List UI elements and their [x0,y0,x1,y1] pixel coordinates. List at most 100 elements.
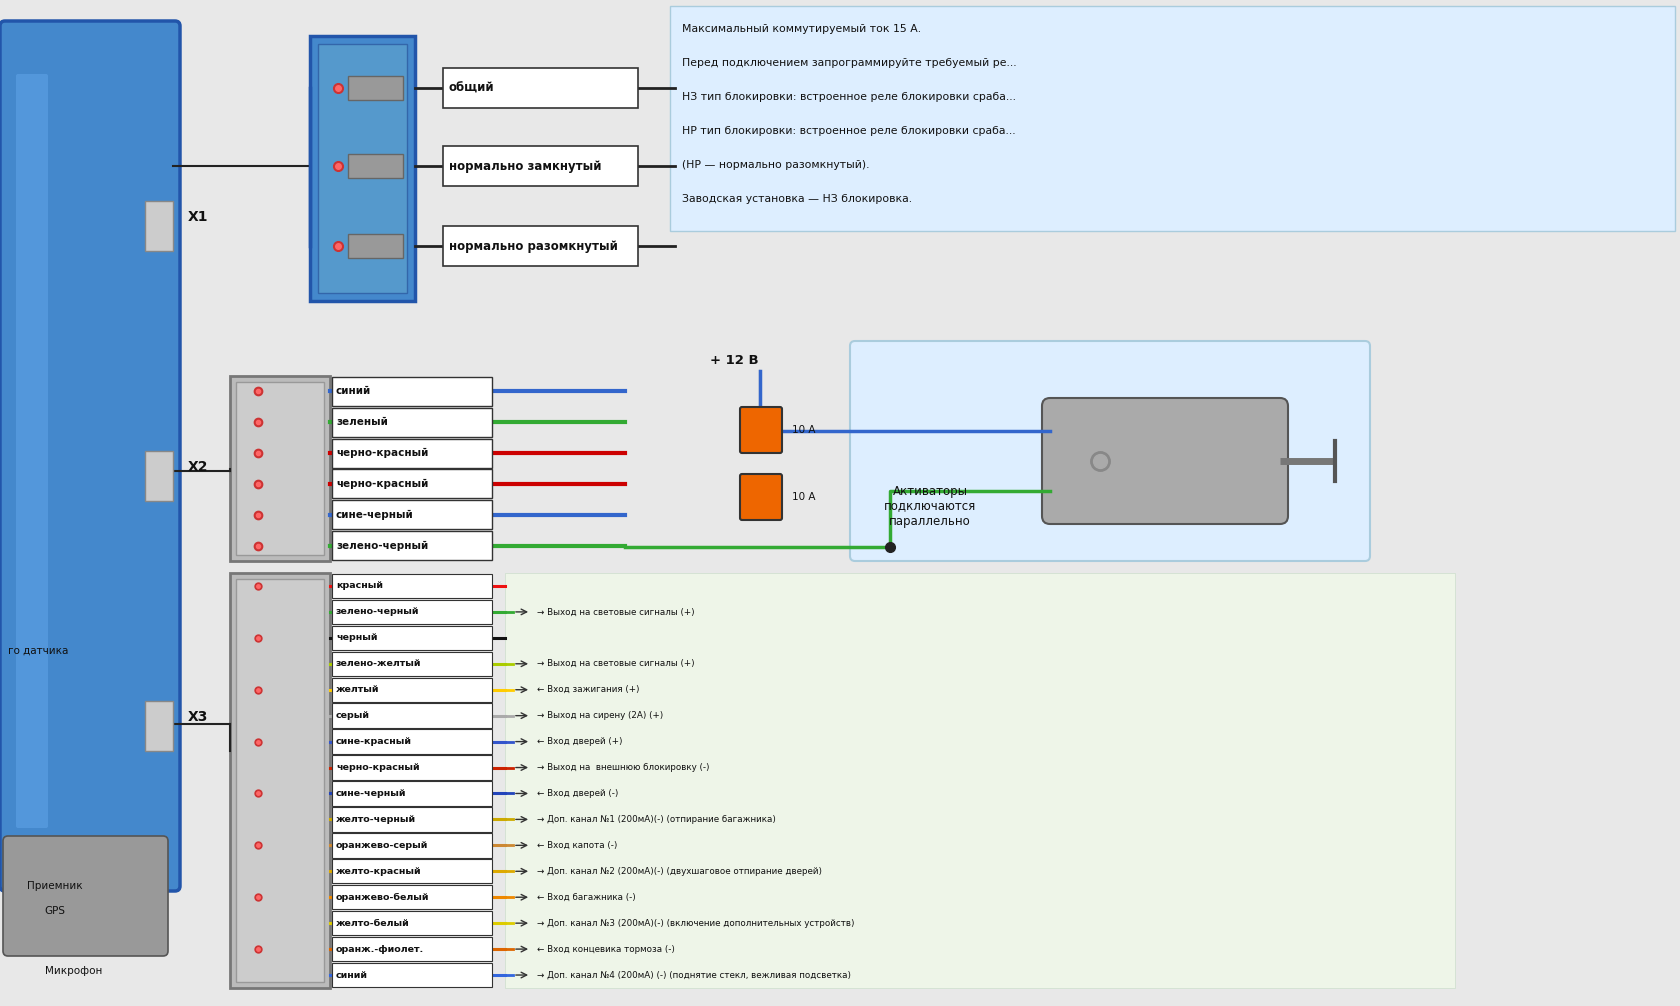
Text: желто-черный: желто-черный [336,815,417,824]
FancyBboxPatch shape [739,474,781,520]
FancyBboxPatch shape [333,833,492,857]
Text: ← Вход дверей (+): ← Вход дверей (+) [536,737,622,746]
Text: НЗ тип блокировки: встроенное реле блокировки сраба...: НЗ тип блокировки: встроенное реле блоки… [682,92,1015,102]
Text: → Доп. канал №4 (200мА) (-) (поднятие стекл, вежливая подсветка): → Доп. канал №4 (200мА) (-) (поднятие ст… [536,971,850,980]
FancyBboxPatch shape [444,68,638,108]
FancyBboxPatch shape [333,703,492,728]
FancyBboxPatch shape [144,201,173,252]
FancyBboxPatch shape [3,836,168,956]
FancyBboxPatch shape [348,76,403,100]
Text: синий: синий [336,386,371,396]
FancyBboxPatch shape [670,6,1673,231]
Text: оранжево-серый: оранжево-серый [336,841,428,850]
Text: → Выход на световые сигналы (+): → Выход на световые сигналы (+) [536,608,694,617]
FancyBboxPatch shape [333,470,492,498]
Text: (НР — нормально разомкнутый).: (НР — нормально разомкнутый). [682,160,869,170]
Text: Максимальный коммутируемый ток 15 А.: Максимальный коммутируемый ток 15 А. [682,24,921,34]
FancyBboxPatch shape [333,937,492,962]
Text: GPS: GPS [44,906,66,916]
Text: серый: серый [336,711,370,720]
Text: черно-красный: черно-красный [336,448,428,458]
Text: X2: X2 [188,460,208,474]
FancyBboxPatch shape [333,756,492,780]
FancyBboxPatch shape [1042,398,1287,524]
Text: → Доп. канал №2 (200мА)(-) (двухшаговое отпирание дверей): → Доп. канал №2 (200мА)(-) (двухшаговое … [536,867,822,876]
Text: желто-красный: желто-красный [336,867,422,876]
Text: сине-черный: сине-черный [336,510,413,520]
FancyBboxPatch shape [333,859,492,883]
FancyBboxPatch shape [333,652,492,676]
Text: нормально разомкнутый: нормально разомкнутый [449,239,618,253]
FancyBboxPatch shape [235,382,324,555]
FancyBboxPatch shape [333,500,492,529]
Text: черный: черный [336,634,378,643]
FancyBboxPatch shape [333,600,492,624]
FancyBboxPatch shape [230,376,329,561]
Text: общий: общий [449,81,494,95]
Text: НР тип блокировки: встроенное реле блокировки сраба...: НР тип блокировки: встроенное реле блоки… [682,126,1015,136]
Text: → Доп. канал №1 (200мА)(-) (отпирание багажника): → Доп. канал №1 (200мА)(-) (отпирание ба… [536,815,776,824]
Text: ← Вход капота (-): ← Вход капота (-) [536,841,617,850]
FancyBboxPatch shape [333,377,492,405]
FancyBboxPatch shape [17,74,49,828]
Text: сине-черный: сине-черный [336,789,407,798]
Text: нормально замкнутый: нормально замкнутый [449,160,601,172]
FancyBboxPatch shape [333,729,492,753]
FancyBboxPatch shape [333,807,492,832]
Text: ← Вход зажигания (+): ← Вход зажигания (+) [536,685,638,694]
Text: → Выход на  внешнюю блокировку (-): → Выход на внешнюю блокировку (-) [536,763,709,772]
FancyBboxPatch shape [444,226,638,266]
Text: желто-белый: желто-белый [336,918,410,928]
FancyBboxPatch shape [333,573,492,599]
FancyBboxPatch shape [230,573,329,988]
Text: ← Вход дверей (-): ← Вход дверей (-) [536,789,618,798]
Text: Заводская установка — НЗ блокировка.: Заводская установка — НЗ блокировка. [682,194,912,204]
FancyBboxPatch shape [333,963,492,987]
FancyBboxPatch shape [318,44,407,293]
Text: желтый: желтый [336,685,380,694]
Text: оранжево-белый: оранжево-белый [336,892,430,901]
Text: зелено-черный: зелено-черный [336,608,420,617]
Text: Перед подключением запрограммируйте требуемый ре...: Перед подключением запрограммируйте треб… [682,58,1016,68]
Text: Приемник: Приемник [27,881,82,891]
FancyBboxPatch shape [348,234,403,258]
Text: го датчика: го датчика [8,646,69,656]
FancyBboxPatch shape [0,21,180,891]
Text: 10 А: 10 А [791,425,815,435]
FancyBboxPatch shape [309,36,415,301]
FancyBboxPatch shape [144,451,173,501]
Text: зеленый: зеленый [336,417,388,428]
Text: Активаторы
подключаются
параллельно: Активаторы подключаются параллельно [884,485,976,527]
FancyBboxPatch shape [850,341,1369,561]
Text: + 12 В: + 12 В [709,354,758,367]
FancyBboxPatch shape [333,911,492,936]
Text: → Выход на световые сигналы (+): → Выход на световые сигналы (+) [536,659,694,668]
FancyBboxPatch shape [444,146,638,186]
FancyBboxPatch shape [739,407,781,453]
FancyBboxPatch shape [504,573,1455,988]
Text: ← Вход концевика тормоза (-): ← Вход концевика тормоза (-) [536,945,674,954]
Text: синий: синий [336,971,368,980]
Text: сине-красный: сине-красный [336,737,412,746]
Text: Микрофон: Микрофон [45,966,102,976]
FancyBboxPatch shape [333,407,492,437]
Text: зелено-желтый: зелено-желтый [336,659,422,668]
Text: → Доп. канал №3 (200мА)(-) (включение дополнительных устройств): → Доп. канал №3 (200мА)(-) (включение до… [536,918,853,928]
Text: черно-красный: черно-красный [336,763,420,772]
Text: ← Вход багажника (-): ← Вход багажника (-) [536,892,635,901]
Text: зелено-черный: зелено-черный [336,540,428,550]
Text: черно-красный: черно-красный [336,479,428,489]
FancyBboxPatch shape [235,579,324,982]
Text: → Выход на сирену (2А) (+): → Выход на сирену (2А) (+) [536,711,664,720]
FancyBboxPatch shape [144,701,173,751]
FancyBboxPatch shape [333,782,492,806]
Text: 10 А: 10 А [791,492,815,502]
Text: красный: красный [336,581,383,591]
FancyBboxPatch shape [348,154,403,178]
Text: X1: X1 [188,210,208,224]
FancyBboxPatch shape [333,677,492,702]
FancyBboxPatch shape [333,626,492,650]
Text: X3: X3 [188,710,208,724]
FancyBboxPatch shape [333,439,492,468]
FancyBboxPatch shape [333,885,492,909]
